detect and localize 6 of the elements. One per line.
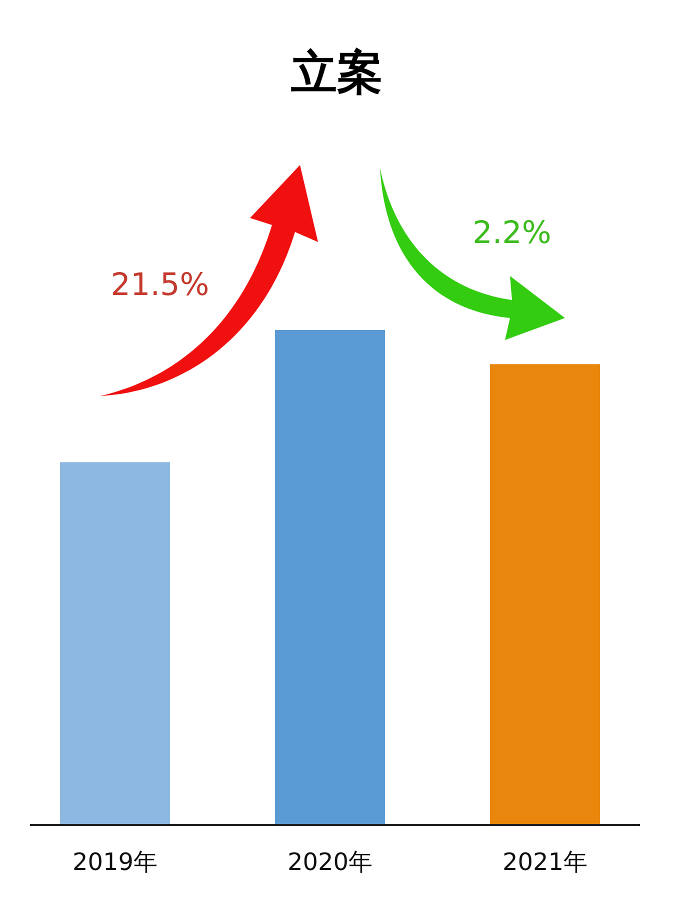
text: 2.2% <box>472 215 552 251</box>
text: 21.5% <box>110 267 210 303</box>
x-tick-label: 2020年 <box>287 848 373 876</box>
chart-title: 立案 <box>291 45 383 99</box>
x-tick-label: 2019年 <box>72 848 158 876</box>
x-tick-label: 2021年 <box>502 848 588 876</box>
